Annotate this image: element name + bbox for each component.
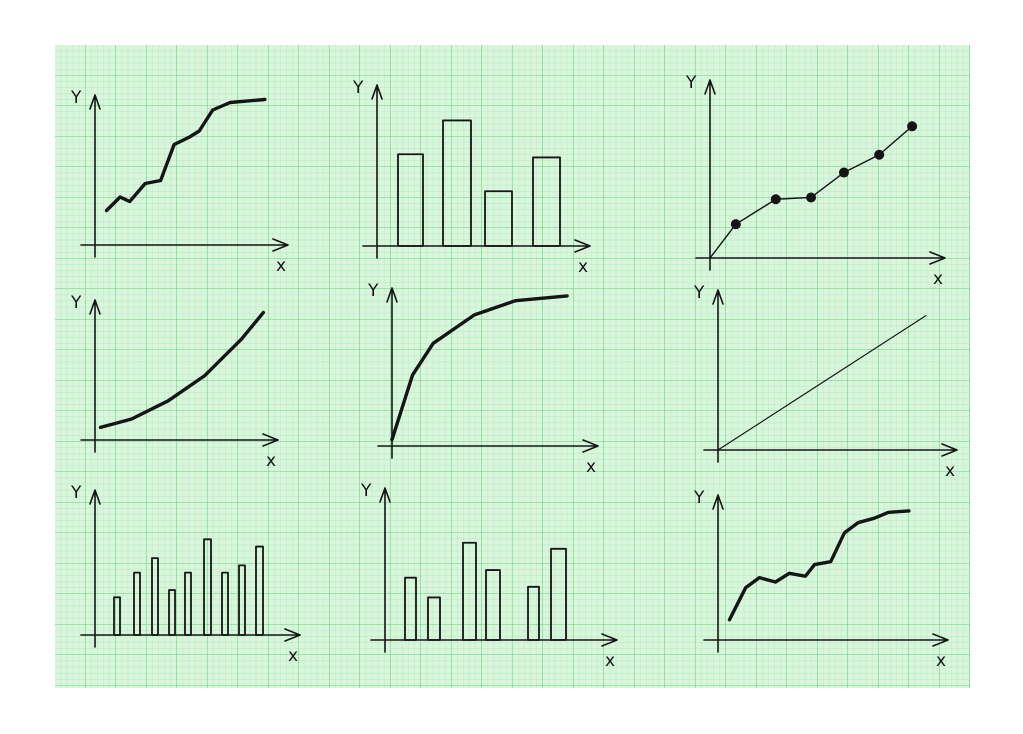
chart-6: Yx: [693, 283, 958, 481]
y-axis: [379, 487, 391, 653]
chart-4: Yx: [70, 293, 279, 471]
chart-3: Yx: [685, 73, 946, 289]
y-axis: [386, 287, 398, 459]
y-axis: [712, 494, 724, 653]
bar: [203, 538, 212, 636]
bar: [221, 571, 229, 636]
x-axis-label: x: [276, 256, 286, 276]
bar: [550, 547, 567, 641]
x-axis: [377, 439, 599, 453]
chart-5: Yx: [367, 281, 599, 477]
y-axis: [89, 94, 101, 258]
data-point: [806, 192, 817, 203]
bar: [255, 545, 264, 636]
x-axis-label: x: [266, 451, 276, 471]
series-line: [390, 294, 569, 442]
y-axis: [89, 489, 101, 648]
chart-7: Yx: [70, 483, 301, 666]
x-axis-label: x: [288, 646, 298, 666]
bar: [238, 564, 246, 636]
y-axis-label: Y: [70, 483, 82, 503]
bar: [427, 596, 441, 641]
x-axis: [695, 251, 946, 265]
chart-9: Yx: [693, 488, 949, 671]
x-axis: [703, 443, 958, 457]
data-point: [838, 167, 849, 178]
y-axis-label: Y: [70, 293, 82, 313]
data-point: [874, 149, 885, 160]
y-axis: [704, 79, 716, 271]
data-point: [730, 219, 741, 230]
bar: [527, 585, 540, 641]
data-point: [770, 194, 781, 205]
y-axis-label: Y: [693, 488, 705, 508]
y-axis-label: Y: [70, 88, 82, 108]
x-axis-label: x: [605, 651, 615, 671]
y-axis-label: Y: [367, 281, 379, 301]
x-axis-label: x: [578, 257, 588, 277]
y-axis-label: Y: [693, 283, 705, 303]
series-line: [727, 509, 911, 622]
chart-1: Yx: [70, 88, 289, 276]
y-axis: [371, 84, 383, 259]
bar: [484, 190, 513, 247]
bar: [397, 153, 424, 247]
chart-2: Yx: [352, 78, 591, 277]
x-axis-label: x: [945, 461, 955, 481]
series-line: [98, 310, 266, 430]
bar: [168, 589, 176, 636]
bar: [133, 571, 141, 636]
grid-major: [55, 45, 970, 688]
bar: [113, 596, 121, 636]
bar: [532, 156, 561, 247]
x-axis: [703, 633, 949, 647]
y-axis: [89, 299, 101, 453]
chart-8: Yx: [360, 481, 618, 671]
x-axis-label: x: [936, 651, 946, 671]
bar: [151, 557, 159, 636]
bar: [485, 569, 501, 641]
y-axis-label: Y: [685, 73, 697, 93]
x-axis: [80, 238, 289, 252]
series-line: [717, 315, 927, 451]
bar: [404, 576, 417, 641]
x-axis-label: x: [586, 457, 596, 477]
y-axis-label: Y: [352, 78, 364, 98]
x-axis-label: x: [933, 269, 943, 289]
bar: [462, 541, 477, 641]
y-axis-label: Y: [360, 481, 372, 501]
series-line: [104, 97, 267, 213]
y-axis: [712, 289, 724, 463]
data-point: [907, 121, 918, 132]
bar: [184, 571, 192, 636]
x-axis: [80, 433, 279, 447]
bar: [442, 119, 472, 247]
